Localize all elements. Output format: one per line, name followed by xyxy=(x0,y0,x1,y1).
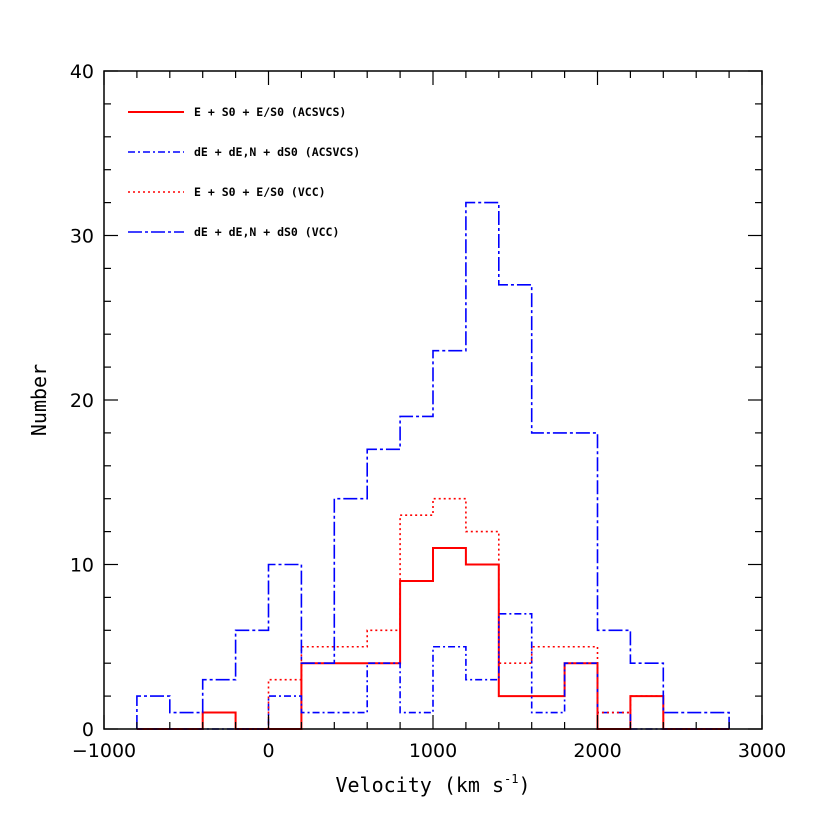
legend-label-1: E + S0 + E/S0 (ACSVCS) xyxy=(194,105,346,119)
y-tick-label: 30 xyxy=(70,226,94,248)
ticks-layer xyxy=(103,70,763,730)
y-tick-label: 20 xyxy=(70,390,94,412)
x-axis-title-superscript: -1 xyxy=(504,772,518,786)
y-tick-label: 40 xyxy=(70,61,94,83)
x-tick-label: 3000 xyxy=(738,740,786,762)
series-4-histogram-line xyxy=(136,201,730,729)
x-tick-label: −1000 xyxy=(72,740,136,762)
plot-frame xyxy=(103,70,763,730)
x-axis-title-main: Velocity (km s xyxy=(335,773,504,797)
legend-label-4: dE + dE,N + dS0 (VCC) xyxy=(194,225,339,239)
y-tick-label: 0 xyxy=(82,719,94,741)
y-axis-title: Number xyxy=(27,364,51,436)
legend-label-2: dE + dE,N + dS0 (ACSVCS) xyxy=(194,145,360,159)
x-axis-title-end: ) xyxy=(518,773,530,797)
series-3-histogram-line xyxy=(136,497,730,730)
x-axis-title: Velocity (km s-1) xyxy=(335,772,530,797)
legend-label-3: E + S0 + E/S0 (VCC) xyxy=(194,185,326,199)
legend: E + S0 + E/S0 (ACSVCS) dE + dE,N + dS0 (A… xyxy=(128,105,360,239)
y-tick-label: 10 xyxy=(70,555,94,577)
x-tick-label: 2000 xyxy=(573,740,621,762)
x-tick-label: 1000 xyxy=(409,740,457,762)
x-tick-label: 0 xyxy=(262,740,274,762)
